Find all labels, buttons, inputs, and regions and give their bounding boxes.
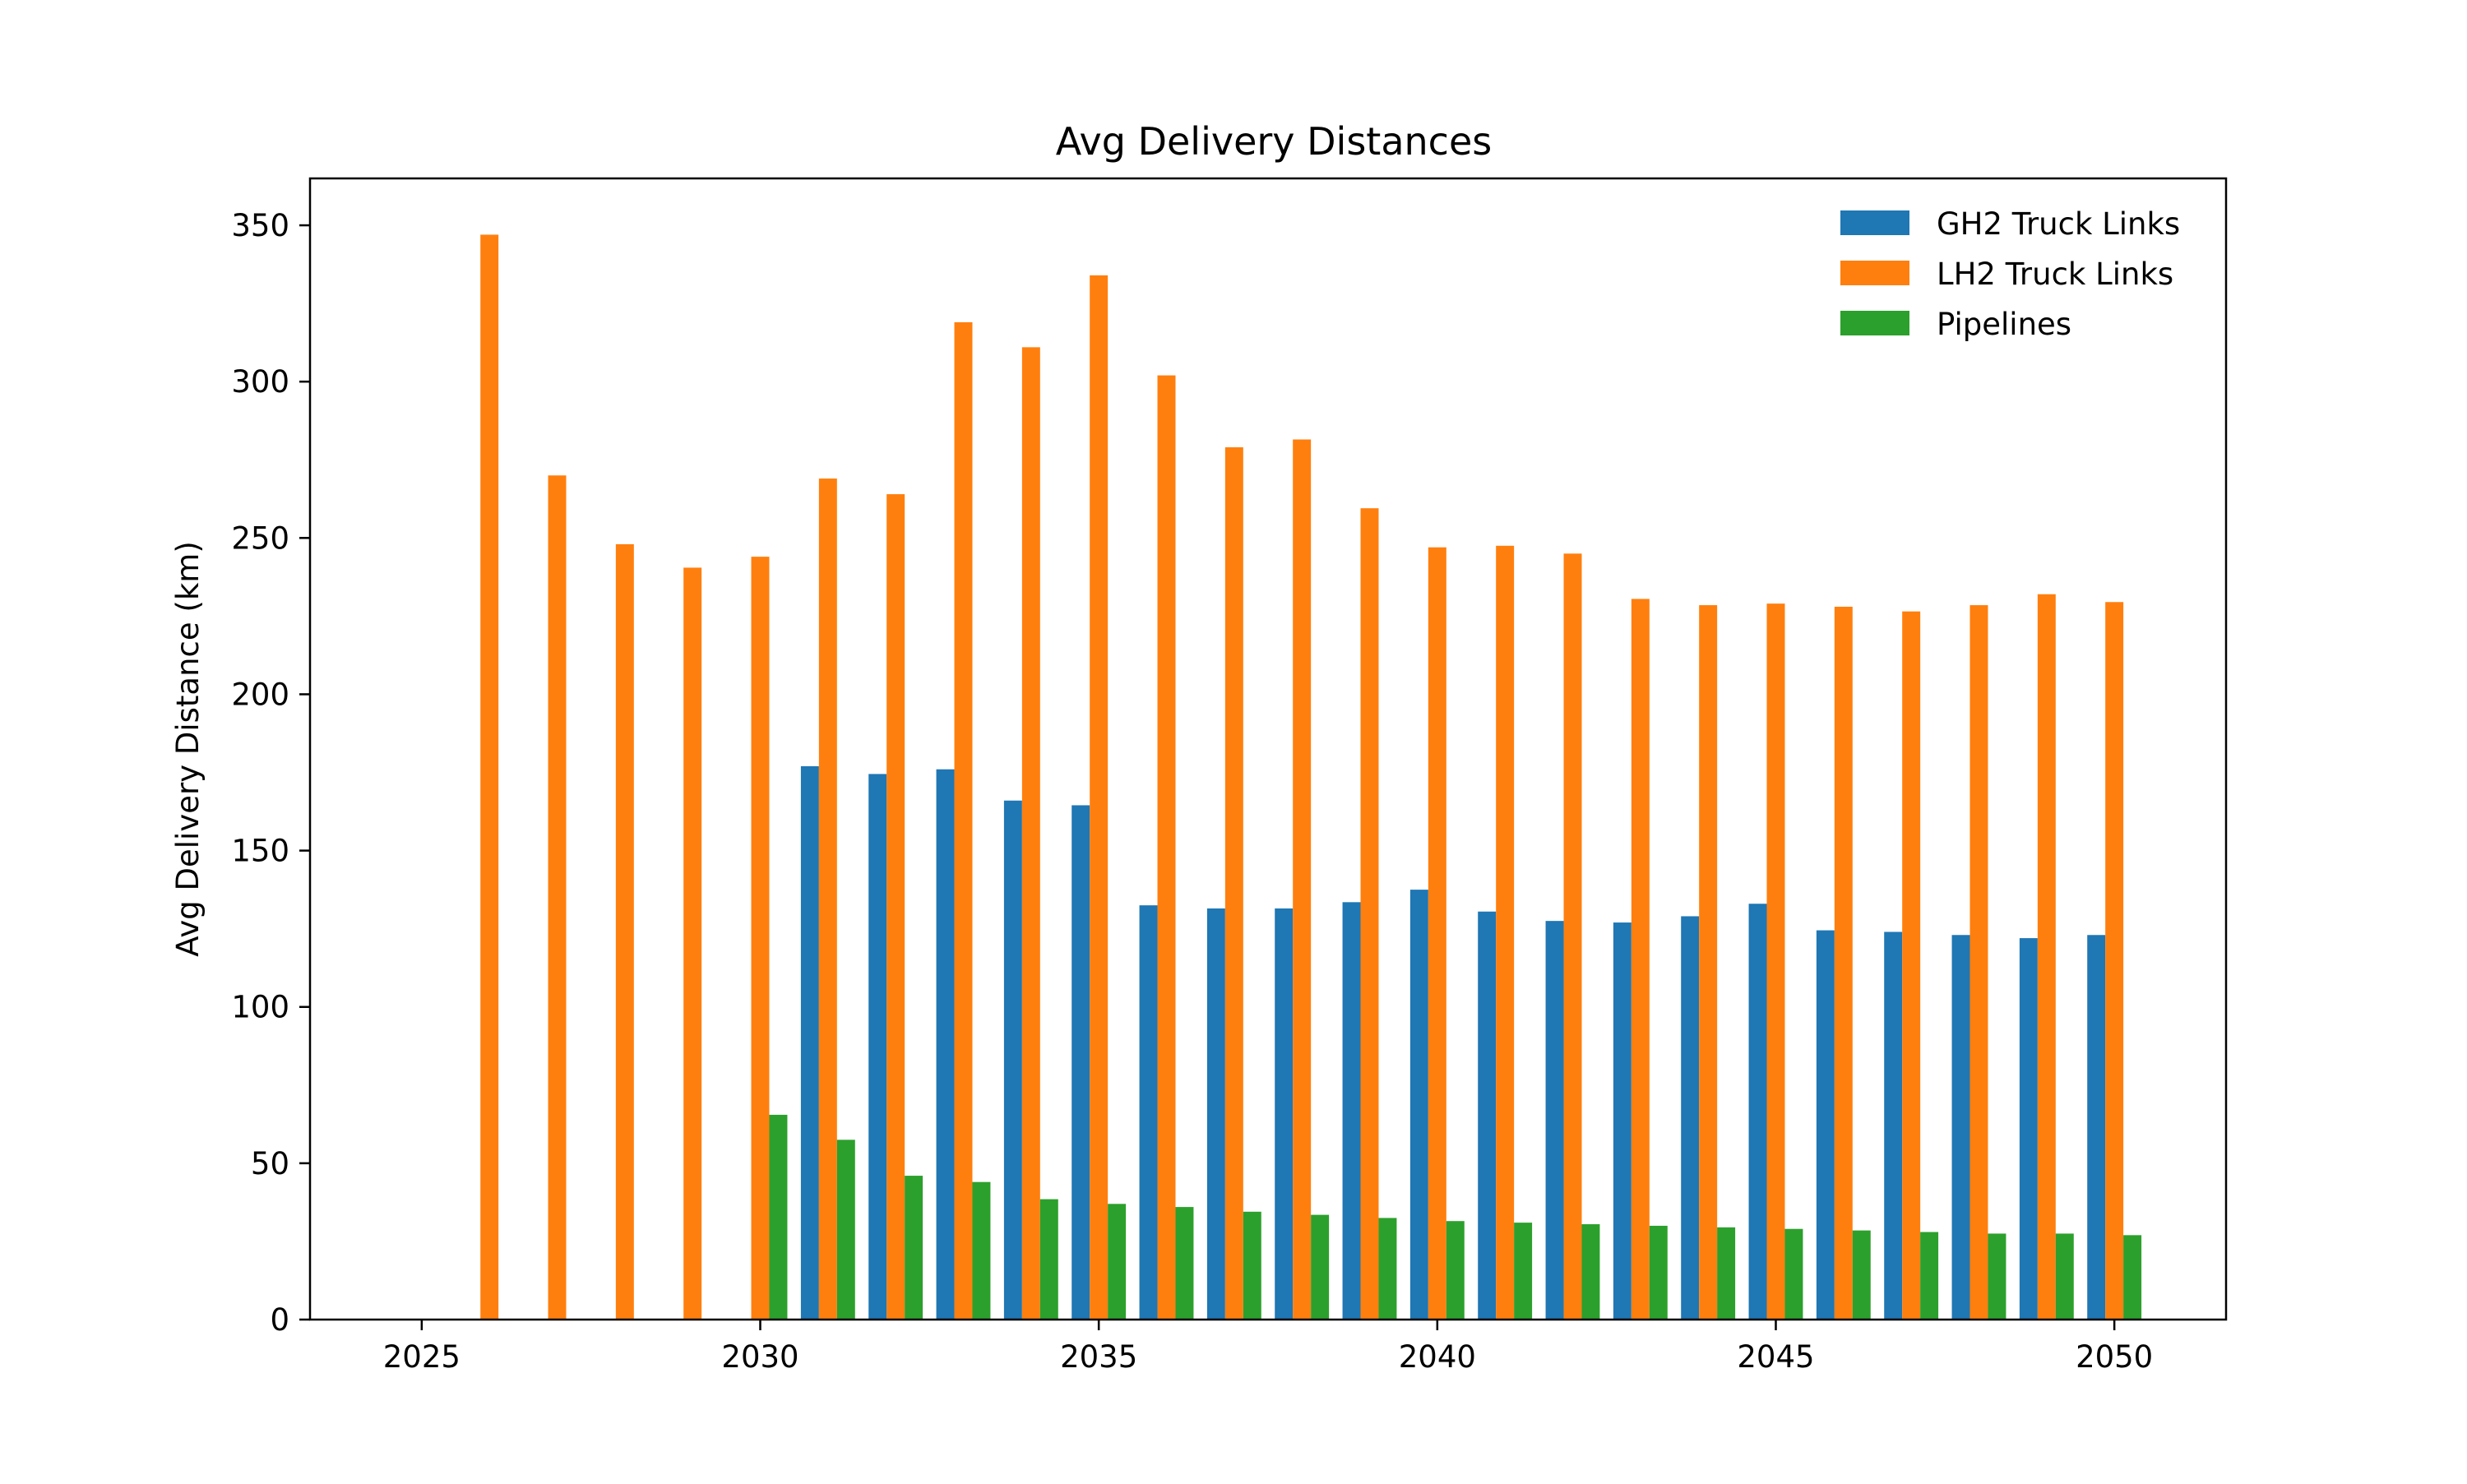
bar-pipelines-2030	[769, 1114, 788, 1320]
bar-lh2-truck-links-2029	[683, 567, 702, 1320]
bar-gh2-truck-links-2043	[1613, 922, 1632, 1320]
legend-swatch	[1840, 210, 1909, 235]
y-axis: 0 50 100 150 200 250 300 350	[231, 208, 310, 1338]
legend-label: LH2 Truck Links	[1937, 257, 2173, 292]
bar-gh2-truck-links-2039	[1342, 902, 1361, 1320]
y-tick-label: 350	[231, 208, 289, 243]
bar-gh2-truck-links-2031	[800, 765, 819, 1320]
bar-lh2-truck-links-2039	[1360, 508, 1379, 1320]
bar-pipelines-2048	[1988, 1233, 2006, 1320]
bar-lh2-truck-links-2050	[2105, 602, 2124, 1320]
bar-pipelines-2050	[2123, 1235, 2142, 1320]
bar-pipelines-2037	[1243, 1211, 1261, 1320]
bar-lh2-truck-links-2033	[954, 321, 973, 1320]
bar-pipelines-2038	[1311, 1214, 1330, 1320]
bar-lh2-truck-links-2032	[886, 494, 905, 1320]
x-tick-label: 2025	[383, 1339, 461, 1375]
bar-pipelines-2039	[1378, 1218, 1397, 1320]
bar-lh2-truck-links-2035	[1090, 275, 1109, 1320]
y-axis-label: Avg Delivery Distance (km)	[170, 541, 206, 957]
bar-pipelines-2041	[1514, 1223, 1533, 1320]
legend-swatch	[1840, 261, 1909, 285]
bar-gh2-truck-links-2041	[1478, 911, 1497, 1320]
bars-group	[480, 234, 2142, 1320]
bar-pipelines-2036	[1175, 1207, 1194, 1320]
bar-pipelines-2043	[1649, 1225, 1668, 1320]
x-tick-label: 2030	[721, 1339, 798, 1375]
bar-gh2-truck-links-2045	[1748, 904, 1767, 1320]
legend-label: GH2 Truck Links	[1937, 206, 2180, 242]
legend: GH2 Truck Links LH2 Truck Links Pipelines	[1840, 206, 2180, 342]
bar-gh2-truck-links-2044	[1681, 916, 1700, 1320]
bar-lh2-truck-links-2045	[1766, 603, 1785, 1320]
bar-lh2-truck-links-2031	[818, 478, 837, 1320]
bar-pipelines-2042	[1581, 1224, 1600, 1320]
bar-lh2-truck-links-2048	[1969, 605, 1988, 1320]
bar-lh2-truck-links-2049	[2037, 594, 2056, 1320]
bar-lh2-truck-links-2036	[1157, 375, 1176, 1320]
bar-pipelines-2033	[972, 1181, 991, 1320]
bar-pipelines-2034	[1039, 1199, 1058, 1320]
bar-lh2-truck-links-2028	[615, 543, 634, 1320]
bar-pipelines-2044	[1717, 1227, 1736, 1320]
bar-gh2-truck-links-2050	[2087, 935, 2106, 1320]
bar-gh2-truck-links-2038	[1275, 908, 1294, 1320]
bar-gh2-truck-links-2046	[1816, 930, 1835, 1320]
bar-gh2-truck-links-2034	[1003, 800, 1022, 1320]
y-tick-label: 300	[231, 364, 289, 400]
y-tick-label: 50	[251, 1146, 289, 1181]
bar-gh2-truck-links-2042	[1545, 921, 1564, 1320]
bar-gh2-truck-links-2033	[936, 769, 955, 1320]
bar-lh2-truck-links-2027	[548, 475, 567, 1320]
x-tick-label: 2040	[1399, 1339, 1476, 1375]
chart-title: Avg Delivery Distances	[1056, 119, 1492, 164]
x-axis: 2025 2030 2035 2040 2045 2050	[383, 1320, 2153, 1375]
bar-pipelines-2032	[905, 1176, 923, 1320]
bar-pipelines-2047	[1920, 1232, 1939, 1320]
bar-lh2-truck-links-2044	[1699, 605, 1718, 1320]
bar-lh2-truck-links-2047	[1902, 611, 1921, 1320]
bar-gh2-truck-links-2035	[1072, 805, 1090, 1320]
bar-lh2-truck-links-2038	[1293, 439, 1312, 1320]
bar-lh2-truck-links-2041	[1496, 545, 1515, 1320]
bar-pipelines-2035	[1108, 1204, 1127, 1320]
x-tick-label: 2035	[1060, 1339, 1137, 1375]
bar-lh2-truck-links-2030	[751, 557, 770, 1320]
bar-gh2-truck-links-2032	[868, 774, 887, 1320]
y-tick-label: 250	[231, 520, 289, 556]
bar-lh2-truck-links-2043	[1631, 599, 1650, 1320]
x-tick-label: 2045	[1737, 1339, 1814, 1375]
bar-gh2-truck-links-2047	[1884, 932, 1903, 1320]
bar-lh2-truck-links-2046	[1834, 606, 1853, 1320]
bar-pipelines-2040	[1446, 1221, 1465, 1320]
bar-lh2-truck-links-2037	[1224, 447, 1243, 1320]
y-tick-label: 200	[231, 677, 289, 712]
bar-gh2-truck-links-2048	[1951, 935, 1970, 1320]
y-tick-label: 100	[231, 990, 289, 1025]
bar-gh2-truck-links-2037	[1206, 908, 1225, 1320]
bar-pipelines-2049	[2055, 1233, 2074, 1320]
bar-gh2-truck-links-2036	[1139, 905, 1158, 1320]
bar-gh2-truck-links-2040	[1409, 890, 1428, 1320]
legend-label: Pipelines	[1937, 307, 2071, 342]
legend-swatch	[1840, 311, 1909, 335]
bar-lh2-truck-links-2042	[1563, 553, 1582, 1320]
bar-pipelines-2046	[1852, 1230, 1871, 1320]
bar-lh2-truck-links-2034	[1021, 347, 1040, 1320]
y-tick-label: 0	[270, 1302, 289, 1338]
bar-pipelines-2031	[836, 1140, 855, 1320]
bar-lh2-truck-links-2040	[1428, 547, 1446, 1320]
y-tick-label: 150	[231, 834, 289, 869]
bar-gh2-truck-links-2049	[2019, 938, 2038, 1320]
bar-lh2-truck-links-2026	[480, 234, 499, 1320]
plot-frame	[308, 177, 2228, 1321]
x-tick-label: 2050	[2076, 1339, 2153, 1375]
bar-pipelines-2045	[1784, 1228, 1803, 1320]
